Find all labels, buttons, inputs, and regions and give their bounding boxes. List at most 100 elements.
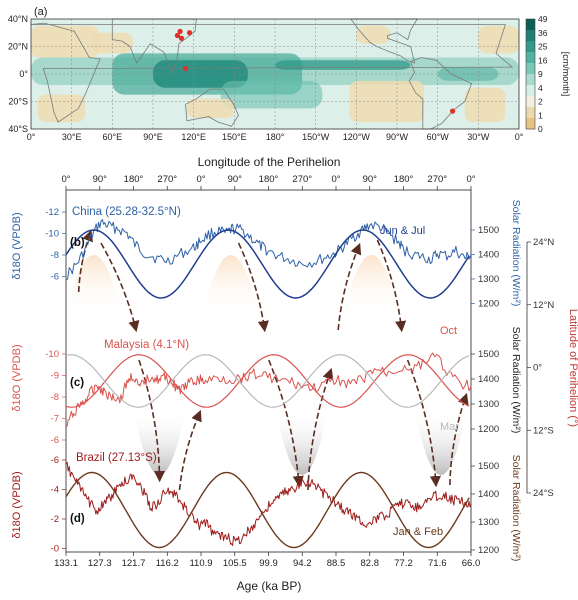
c-rtick-label: 1400 — [478, 374, 499, 385]
dry-region — [37, 94, 86, 123]
top-tick-label: 90° — [93, 174, 108, 185]
x-tick-label: 116.2 — [156, 558, 179, 569]
timeseries-panels — [62, 186, 531, 556]
x-tick-label: 77.2 — [394, 558, 413, 569]
jan-feb-insolation — [65, 471, 470, 549]
d-rtick-label: 1300 — [478, 517, 499, 528]
colorbar-segment — [526, 30, 535, 42]
colorbar-tick: 36 — [538, 28, 548, 38]
brazil-d18o-series — [65, 461, 472, 546]
map-lat-tick: 40°S — [8, 124, 28, 134]
map-lat-tick: 40°N — [8, 14, 28, 24]
colorbar-unit: [cm/month] — [561, 52, 571, 97]
c-rtick-label: 1500 — [478, 349, 499, 360]
dashed-arrow — [449, 392, 469, 486]
continent-outline — [30, 22, 514, 123]
map-frame — [30, 18, 520, 130]
china-site-label: China (25.28-32.5°N) — [72, 206, 181, 218]
colorbar-tick: 25 — [538, 42, 548, 52]
brazil-site-label: Brazil (27.13°S) — [76, 452, 157, 464]
latitude-tick-label: 24°N — [533, 237, 554, 248]
mar-label: Mar — [440, 421, 459, 433]
map-lon-tick: 150°W — [302, 132, 330, 142]
x-tick-label: 105.5 — [223, 558, 247, 569]
insolation-min-shading — [133, 410, 186, 475]
dry-region — [464, 87, 506, 123]
x-tick-label: 66.0 — [462, 558, 481, 569]
colorbar-segment — [526, 118, 535, 130]
dry-region — [349, 80, 425, 123]
malaysia-d18o-series — [65, 352, 472, 427]
jun-jul-insolation — [65, 229, 470, 299]
c-ytick-label: -7 — [51, 414, 59, 425]
x-tick-label: 133.1 — [54, 558, 78, 569]
map-lon-tick: 0° — [515, 132, 524, 142]
colorbar-segment — [526, 52, 535, 64]
map-lon-tick: 60°W — [427, 132, 450, 142]
panel-c-tag: (c) — [70, 377, 84, 389]
d-ytick-label: -0 — [51, 544, 59, 555]
top-tick-label: 180° — [259, 174, 279, 185]
map-lat-tick: 20°S — [8, 97, 28, 107]
insolation-max-shading — [65, 255, 122, 315]
jan-feb-label: Jan & Feb — [393, 526, 443, 538]
colorbar-segment — [526, 107, 535, 119]
latitude-axis-title: Latitude of Perihelion (°) — [567, 309, 578, 427]
latitude-tick-label: 24°S — [533, 488, 554, 499]
map-lon-tick: 30°W — [467, 132, 490, 142]
top-tick-label: 180° — [394, 174, 414, 185]
x-tick-label: 82.8 — [361, 558, 380, 569]
colorbar-tick: 16 — [538, 55, 548, 65]
oct-insolation — [65, 354, 470, 408]
top-tick-label: 90° — [228, 174, 243, 185]
dashed-arrow — [237, 242, 269, 333]
c-ytick-label: -8 — [51, 392, 59, 403]
c-radiation-label: Solar Radiation (W/m²) — [510, 327, 522, 434]
x-tick-label: 71.6 — [428, 558, 447, 569]
dashed-arrow — [100, 242, 140, 333]
continent-outline — [185, 88, 239, 127]
top-tick-label: 0° — [331, 174, 340, 185]
top-tick-label: 270° — [292, 174, 312, 185]
x-tick-label: 99.9 — [259, 558, 278, 569]
plot-frame — [65, 189, 472, 553]
c-rtick-label: 1300 — [478, 399, 499, 410]
map-lon-tick: 60°E — [103, 132, 123, 142]
dry-region — [31, 25, 99, 58]
d-radiation-label: Solar Radiation (W/m²) — [510, 455, 522, 562]
panel-a-label: (a) — [34, 6, 47, 18]
malaysia-site-label: Malaysia (4.1°N) — [104, 339, 189, 351]
dry-region — [356, 25, 391, 44]
continent-outline — [350, 18, 419, 64]
c-ytick-label: -9 — [51, 371, 59, 382]
d-ytick-label: -4 — [51, 485, 59, 496]
colorbar-frame — [525, 18, 536, 130]
top-tick-label: 0° — [196, 174, 205, 185]
dashed-arrow — [268, 359, 304, 488]
colorbar-tick: 2 — [538, 97, 543, 107]
b-ytick-label: -6 — [51, 272, 59, 283]
continent-outline — [408, 57, 473, 130]
colorbar-segment — [526, 74, 535, 86]
latitude-tick-label: 0° — [533, 363, 542, 374]
colorbar-segment — [526, 63, 535, 75]
d-ytick-label: -2 — [51, 514, 59, 525]
b-rtick-label: 1300 — [478, 274, 499, 285]
precip-band — [220, 80, 323, 109]
oct-label: Oct — [440, 325, 457, 337]
top-tick-label: 90° — [363, 174, 378, 185]
map-lon-tick: 0° — [27, 132, 36, 142]
latitude-tick-label: 12°N — [533, 300, 554, 311]
colorbar-tick: 0 — [538, 124, 543, 134]
map-lon-tick: 120°W — [343, 132, 371, 142]
dashed-arrow — [376, 239, 407, 333]
panel-b-tag: (b) — [70, 237, 85, 249]
b-radiation-label: Solar Radiation (W/m²) — [510, 200, 522, 307]
dry-region — [186, 98, 235, 118]
map-lon-tick: 90°W — [386, 132, 409, 142]
site-marker — [174, 32, 180, 39]
insolation-min-shading — [414, 410, 467, 475]
colorbar-segment — [526, 85, 535, 97]
map-lon-tick: 90°E — [143, 132, 163, 142]
